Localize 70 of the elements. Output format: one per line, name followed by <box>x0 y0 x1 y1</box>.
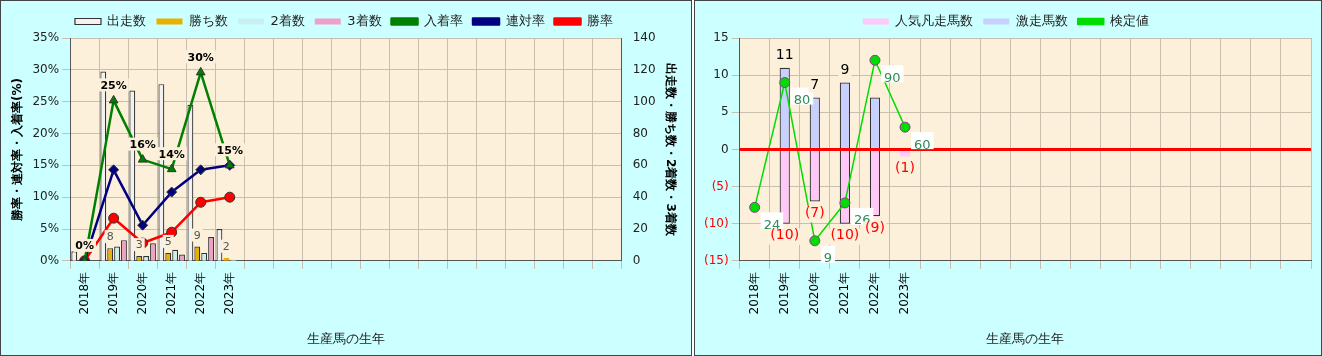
y-tick-label: 0 <box>720 141 729 156</box>
y2-tick-label: 100 <box>632 93 656 108</box>
legend-label: 連対率 <box>505 12 545 28</box>
x-tick-label: 2019年 <box>105 271 120 315</box>
x-tick-label: 2018年 <box>76 271 91 315</box>
data-label: 16% <box>129 137 156 151</box>
y-tick-label: 0% <box>40 252 60 267</box>
legend-label: 勝率 <box>587 12 614 28</box>
y2-axis-title: 出走数・勝ち数・2着数・3着数 <box>663 63 678 237</box>
legend-label: 激走馬数 <box>1015 12 1068 28</box>
data-label: 11 <box>775 46 794 63</box>
data-label: 90 <box>883 69 901 85</box>
x-tick-label: 2021年 <box>837 271 852 315</box>
x-tick-label: 2020年 <box>806 271 821 315</box>
data-label: (1) <box>895 159 915 176</box>
legend-label: 出走数 <box>107 12 147 28</box>
y2-tick-label: 140 <box>632 30 656 45</box>
y-tick-label: (10) <box>703 215 729 230</box>
x-axis-title: 生産馬の生年 <box>306 330 385 346</box>
data-label: 8 <box>106 230 114 244</box>
data-label: 9 <box>823 250 833 266</box>
data-label: (10) <box>830 226 860 243</box>
y-tick-label: (15) <box>703 252 729 267</box>
y-tick-label: 20% <box>32 125 60 140</box>
y-tick-label: 35% <box>32 30 60 45</box>
y-tick-label: 15% <box>32 157 60 172</box>
legend-label: 人気凡走馬数 <box>895 12 974 28</box>
y-tick-label: 10 <box>713 67 729 82</box>
data-label: 30% <box>187 50 214 64</box>
y2-tick-label: 0 <box>632 252 641 267</box>
x-tick-label: 2018年 <box>746 271 761 315</box>
legend-label: 2着数 <box>270 12 305 28</box>
data-label: 60 <box>914 136 931 152</box>
y-axis-title: 勝率・連対率・入着率(%) <box>10 77 25 222</box>
data-label: 15% <box>216 143 243 157</box>
y-tick-label: (5) <box>711 178 729 193</box>
data-label: 9 <box>193 228 201 242</box>
y-tick-label: 5% <box>40 221 60 236</box>
data-label: 14% <box>158 147 185 161</box>
y2-tick-label: 20 <box>632 221 648 236</box>
y-tick-label: 5 <box>720 104 729 119</box>
y2-tick-label: 40 <box>632 189 648 204</box>
y-tick-label: 15 <box>713 30 729 45</box>
x-tick-label: 2020年 <box>134 271 149 315</box>
data-label: 80 <box>793 91 811 107</box>
y-tick-label: 30% <box>32 61 60 76</box>
data-label: (7) <box>804 204 825 221</box>
x-tick-label: 2022年 <box>192 271 207 315</box>
data-label: 2 <box>222 240 230 254</box>
data-label: 0% <box>75 239 94 253</box>
legend-label: 検定値 <box>1110 12 1150 28</box>
x-axis-title: 生産馬の生年 <box>986 330 1065 346</box>
legend-label: 3着数 <box>347 12 382 28</box>
x-tick-label: 2021年 <box>163 271 178 315</box>
data-label: 9 <box>840 61 850 78</box>
data-label: 7 <box>810 76 820 93</box>
x-tick-label: 2023年 <box>897 271 912 315</box>
data-label: 5 <box>164 235 172 249</box>
x-tick-label: 2019年 <box>776 271 791 315</box>
x-tick-label: 2022年 <box>867 271 882 315</box>
data-label: 25% <box>100 78 127 92</box>
y2-tick-label: 80 <box>632 125 648 140</box>
y-tick-label: 10% <box>32 189 60 204</box>
y2-tick-label: 60 <box>632 157 648 172</box>
y2-tick-label: 120 <box>632 61 656 76</box>
y-tick-label: 25% <box>32 93 60 108</box>
data-label: 3 <box>135 238 143 252</box>
legend-label: 入着率 <box>424 12 464 28</box>
x-tick-label: 2023年 <box>221 271 236 315</box>
legend-label: 勝ち数 <box>188 12 228 28</box>
